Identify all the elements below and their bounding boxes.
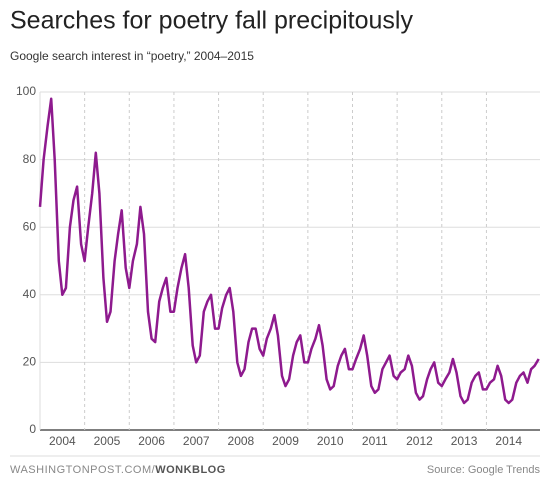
chart-subtitle: Google search interest in “poetry,” 2004… [10,49,254,63]
footer-blog: WONKBLOG [155,464,226,476]
x-tick-label: 2007 [183,434,210,448]
y-tick-label: 60 [23,219,37,233]
x-tick-label: 2005 [94,434,121,448]
x-tick-label: 2008 [228,434,255,448]
x-tick-label: 2009 [272,434,299,448]
chart-title: Searches for poetry fall precipitously [10,7,413,35]
footer-site-text: WASHINGTONPOST.COM/ [10,464,156,476]
source: Source: Google Trends [427,464,541,476]
y-tick-label: 0 [29,422,36,436]
y-tick-label: 20 [23,355,37,369]
footer-site: WASHINGTONPOST.COM/WONKBLOG [10,464,226,476]
line [38,97,540,405]
y-tick-label: 80 [23,152,37,166]
x-tick-label: 2004 [49,434,76,448]
x-tick-label: 2013 [451,434,478,448]
x-tick-label: 2014 [495,434,522,448]
x-tick-label: 2010 [317,434,344,448]
x-tick-label: 2006 [138,434,165,448]
y-tick-label: 40 [23,287,37,301]
x-tick-label: 2012 [406,434,433,448]
x-tick-label: 2011 [362,434,388,448]
y-tick-label: 100 [16,84,36,98]
